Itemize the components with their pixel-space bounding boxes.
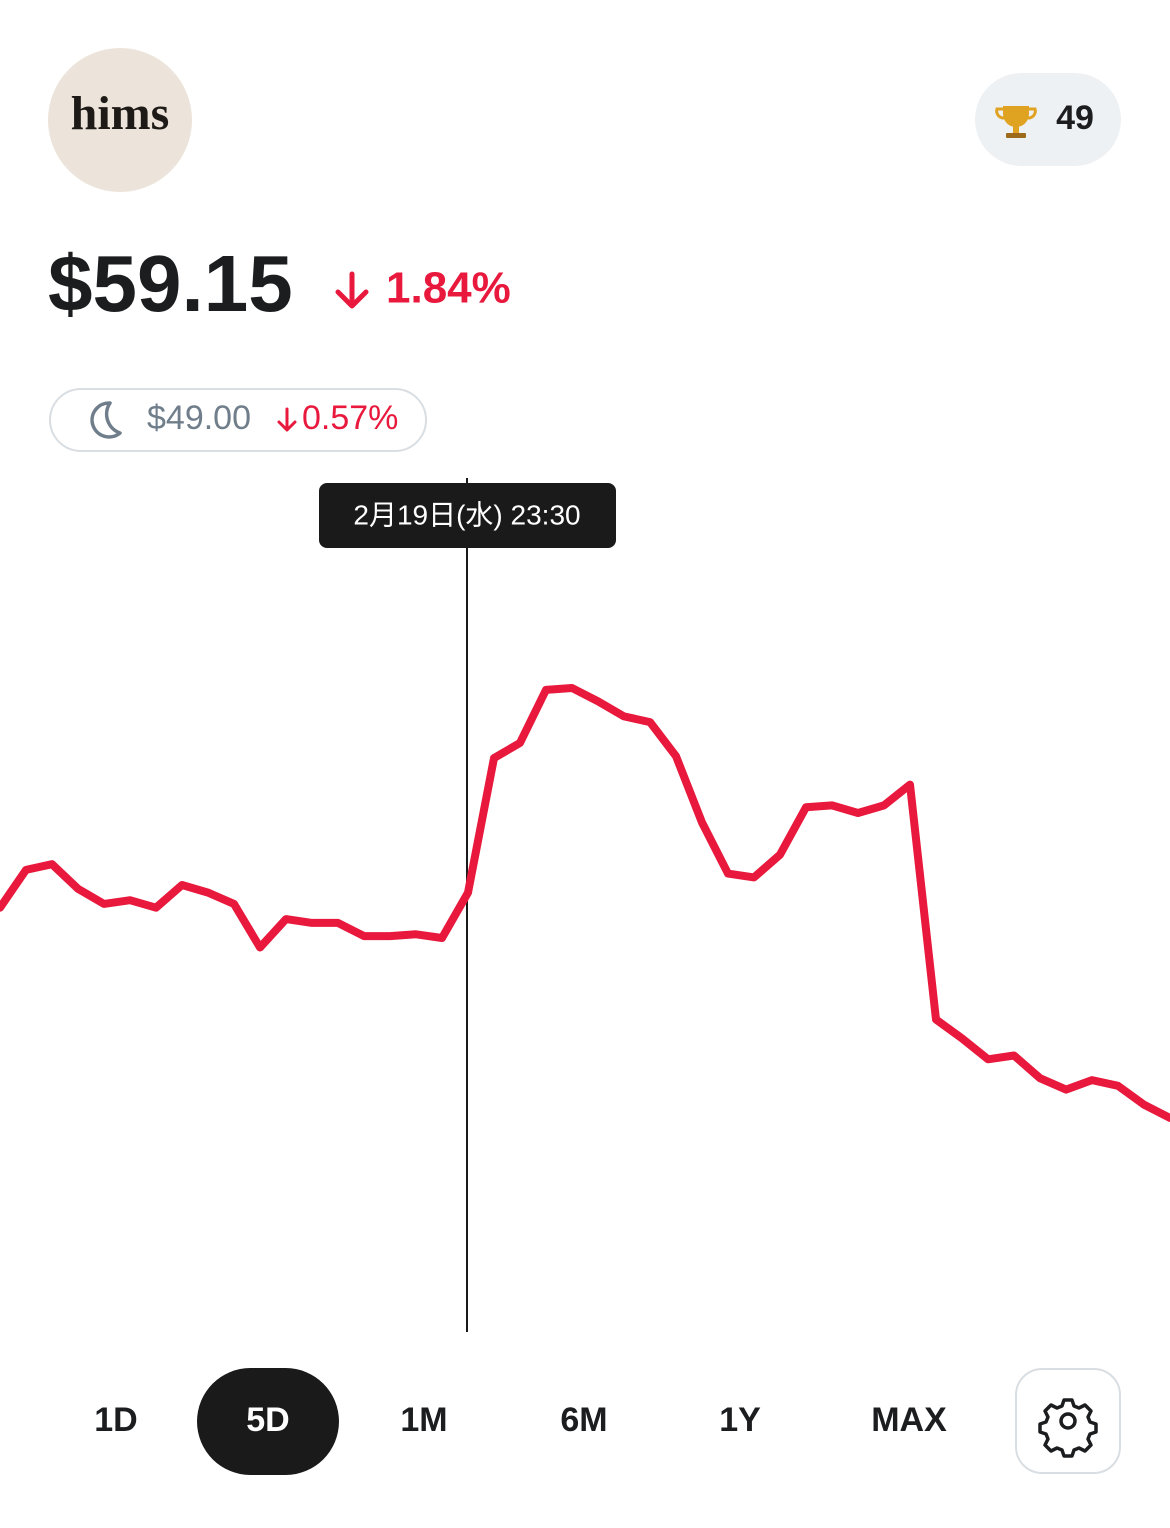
range-button[interactable]: MAX [871,1401,947,1439]
after-hours-price: $49.00 [147,399,251,437]
chart [0,684,1170,1122]
range-button[interactable]: 1M [400,1401,447,1439]
settings-button[interactable] [1015,1368,1121,1474]
down-arrow [335,271,369,309]
gear-icon [1038,1398,1098,1458]
logo-circle[interactable] [48,48,192,192]
moon-icon [90,401,122,439]
score: 49 [1056,99,1094,137]
range-button[interactable]: 1Y [719,1401,761,1439]
after-hours-arrow [277,407,297,432]
after-hours-change: 0.57% [302,399,398,437]
after-hours-pill[interactable] [49,388,427,452]
tooltip-text: 2月19日(水) 23:30 [353,499,580,530]
tooltip-box [319,483,616,548]
price: $59.15 [48,239,293,328]
range-button[interactable]: 1D [94,1401,137,1439]
range-button[interactable]: 5D [246,1401,289,1439]
score-pill[interactable] [975,73,1121,166]
price-line [0,684,1170,1122]
range-buttons: 1D 5D 1M 6M 1Y MAX [94,1368,947,1475]
trophy-icon [995,106,1037,138]
price-change: 1.84% [386,264,511,313]
range-selected-bg[interactable] [197,1368,339,1475]
range-button[interactable]: 6M [560,1401,607,1439]
logo-text: hims [71,87,170,140]
